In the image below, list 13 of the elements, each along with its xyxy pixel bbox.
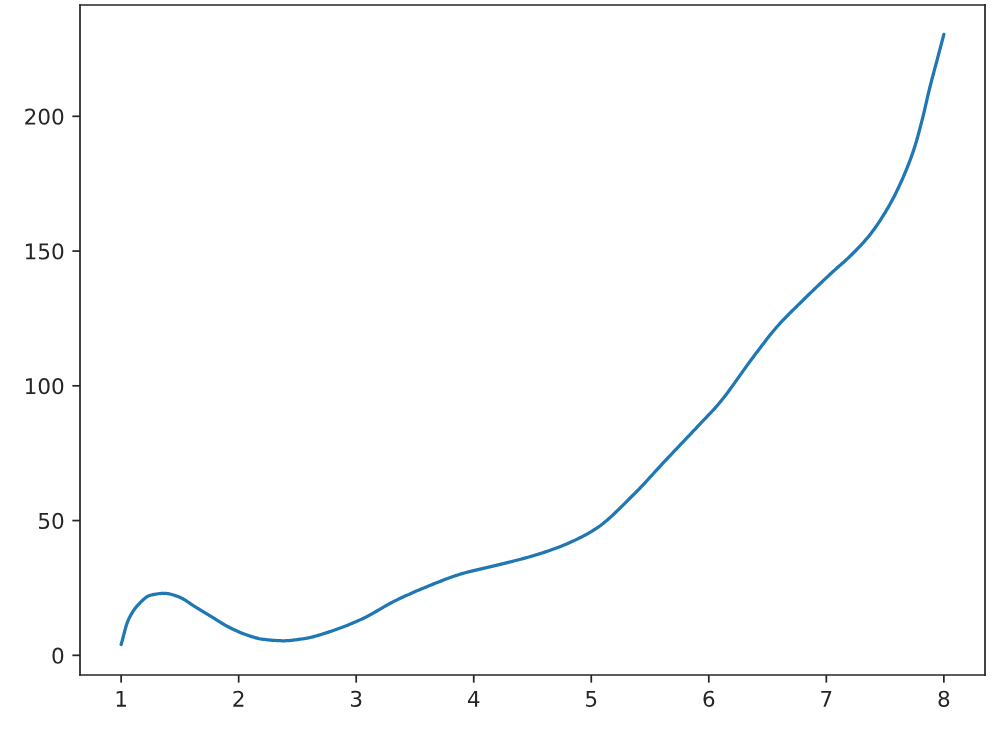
x-tick-label: 5 [586, 690, 597, 707]
y-tick-label: 50 [38, 512, 64, 530]
x-tick-label: 2 [233, 690, 244, 707]
y-tick-label: 150 [26, 243, 64, 260]
x-tick-label: 7 [821, 690, 832, 707]
y-tick-label: 0 [52, 647, 64, 664]
y-tick-label: 200 [25, 108, 64, 125]
y-tick-label: 100 [26, 378, 64, 395]
x-tick-label: 6 [703, 690, 715, 707]
x-tick-label: 4 [467, 690, 480, 707]
x-tick-label: 1 [116, 690, 126, 707]
x-tick-label: 3 [350, 690, 362, 707]
x-tick-label: 8 [938, 690, 950, 707]
